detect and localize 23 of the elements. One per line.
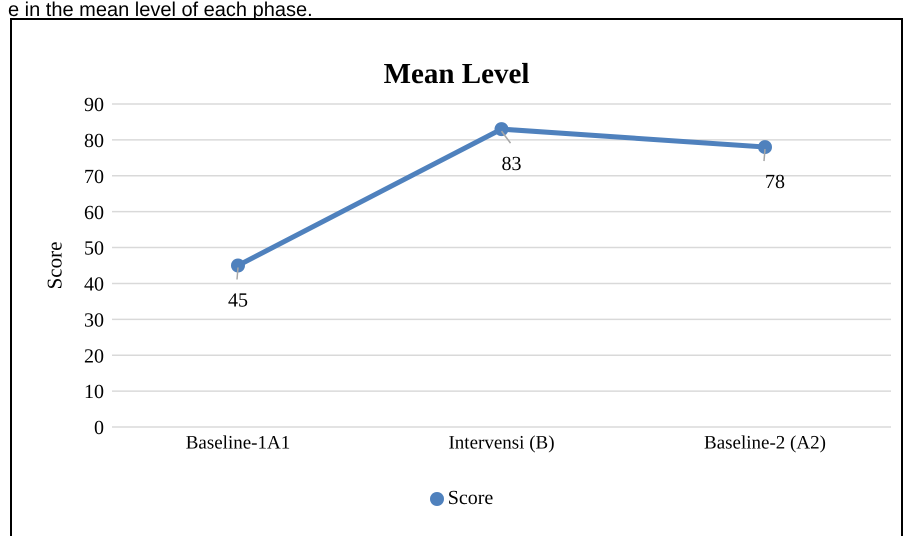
y-tick-label: 90 [84, 94, 104, 116]
y-axis-title: Score [42, 242, 66, 290]
data-label: 78 [765, 171, 785, 194]
point [758, 140, 772, 154]
legend-label: Score [448, 487, 494, 509]
y-tick-label: 30 [84, 309, 104, 332]
data-label: 45 [228, 290, 248, 312]
point [231, 258, 245, 272]
y-tick-label: 20 [84, 345, 104, 368]
y-tick-label: 50 [84, 238, 104, 260]
y-tick-label: 60 [84, 202, 104, 224]
chart-title: Mean Level [382, 58, 530, 91]
y-tick-label: 0 [94, 417, 104, 440]
x-tick-label: Intervensi (B) [448, 432, 555, 454]
point [494, 122, 508, 136]
y-tick-label: 40 [84, 274, 104, 296]
y-tick-label: 80 [84, 130, 104, 152]
x-tick-label: Baseline-1A1 [186, 432, 290, 454]
y-tick-label: 10 [84, 381, 104, 404]
data-label: 83 [502, 153, 522, 176]
x-tick-label: Baseline-2 (A2) [704, 432, 826, 454]
y-tick-label: 70 [84, 166, 104, 188]
text: e in the mean level of each phase. [8, 0, 313, 21]
